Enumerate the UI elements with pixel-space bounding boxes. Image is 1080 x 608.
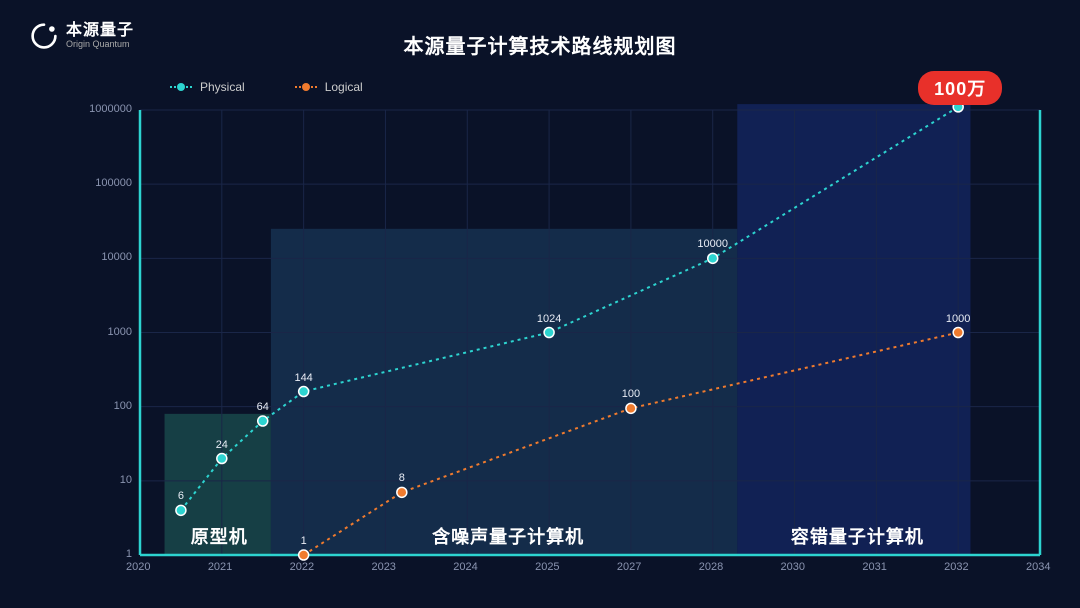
logo-icon	[30, 22, 58, 50]
phase-label: 含噪声量子计算机	[432, 523, 584, 549]
y-tick-label: 1	[126, 548, 132, 560]
x-tick-label: 2021	[208, 561, 232, 573]
data-point-label: 144	[294, 372, 312, 384]
x-tick-label: 2024	[453, 561, 477, 573]
y-tick-label: 1000000	[89, 103, 132, 115]
data-point-label: 100	[622, 388, 640, 400]
x-tick-label: 2023	[371, 561, 395, 573]
data-point-label: 24	[216, 439, 228, 451]
highlight-badge: 100万	[918, 71, 1002, 105]
y-tick-label: 10000	[101, 251, 132, 263]
chart-container: Physical Logical 11010010001000010000010…	[30, 75, 1050, 588]
x-tick-label: 2020	[126, 561, 150, 573]
y-tick-label: 10	[120, 474, 132, 486]
data-point-label: 6	[178, 490, 184, 502]
chart-plot	[30, 75, 1050, 588]
x-tick-label: 2030	[781, 561, 805, 573]
y-tick-label: 100000	[95, 177, 132, 189]
x-tick-label: 2027	[617, 561, 641, 573]
x-tick-label: 2028	[699, 561, 723, 573]
x-tick-label: 2034	[1026, 561, 1050, 573]
x-tick-label: 2022	[290, 561, 314, 573]
x-tick-label: 2031	[862, 561, 886, 573]
data-point-label: 10000	[697, 238, 728, 250]
data-point-label: 8	[399, 472, 405, 484]
x-tick-label: 2025	[535, 561, 559, 573]
phase-label: 原型机	[191, 523, 248, 549]
y-tick-label: 100	[114, 400, 132, 412]
y-tick-label: 1000	[108, 326, 132, 338]
logo-text-en: Origin Quantum	[66, 40, 134, 50]
x-tick-label: 2032	[944, 561, 968, 573]
data-point-label: 1000	[946, 313, 970, 325]
logo: 本源量子 Origin Quantum	[30, 22, 134, 50]
logo-text-cn: 本源量子	[66, 22, 134, 40]
data-point-label: 64	[257, 401, 269, 413]
data-point-label: 1024	[537, 313, 561, 325]
data-point-label: 1	[301, 535, 307, 547]
phase-label: 容错量子计算机	[791, 523, 924, 549]
chart-title: 本源量子计算技术路线规划图	[404, 30, 677, 59]
